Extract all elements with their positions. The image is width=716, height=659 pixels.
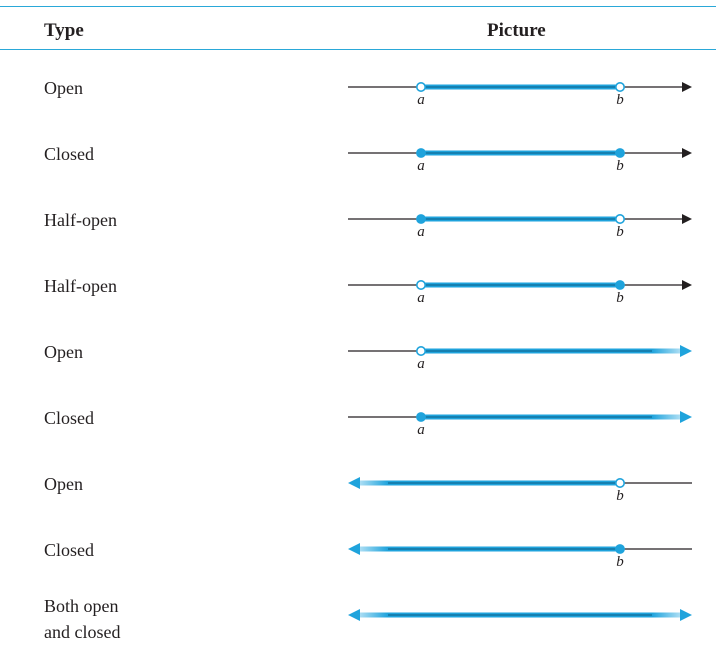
interval-row: Open a b (0, 54, 716, 120)
interval-row: Both open and closed (0, 582, 716, 648)
picture-column-header: Picture (487, 20, 546, 41)
left-open-endpoint (416, 81, 427, 92)
interval-number-line: b (348, 543, 692, 570)
left-endpoint-label: a (417, 422, 425, 438)
interval-type-label: Closed (44, 144, 95, 164)
interval-row: Open b (0, 450, 716, 516)
left-open-endpoint (416, 345, 427, 356)
infinity-arrow-left (348, 609, 360, 621)
right-endpoint-label: b (616, 554, 624, 570)
right-endpoint-label: b (616, 488, 624, 504)
interval-type-label: Open (44, 342, 83, 362)
interval-type-label: Closed (44, 408, 95, 428)
left-endpoint-label: a (417, 92, 425, 108)
fade-left (356, 612, 388, 618)
interval-number-line: a (348, 345, 692, 372)
interval-row: Open a (0, 318, 716, 384)
top-rule (0, 6, 716, 7)
fade-right (652, 414, 684, 420)
infinity-arrow-right (680, 345, 692, 357)
interval-type-label: Open (44, 474, 83, 494)
left-open-endpoint (416, 279, 427, 290)
right-open-endpoint (614, 213, 625, 224)
left-closed-endpoint (416, 412, 426, 422)
fade-left (356, 480, 388, 486)
interval-row: Half-open a b (0, 186, 716, 252)
left-closed-endpoint (416, 214, 426, 224)
infinity-arrow-left (348, 543, 360, 555)
interval-type-label: Open (44, 78, 83, 98)
interval-row: Half-open a b (0, 252, 716, 318)
interval-number-line: b (348, 477, 692, 504)
right-endpoint-label: b (616, 290, 624, 306)
right-endpoint-label: b (616, 92, 624, 108)
interval-row: Closed a (0, 384, 716, 450)
interval-row: Closed b (0, 516, 716, 582)
fade-right (652, 348, 684, 354)
infinity-arrow-right (680, 411, 692, 423)
right-endpoint-label: b (616, 224, 624, 240)
infinity-arrow-right (680, 609, 692, 621)
interval-number-line (348, 609, 692, 621)
right-endpoint-label: b (616, 158, 624, 174)
infinity-arrow-left (348, 477, 360, 489)
axis-arrow-right (682, 214, 692, 224)
header-rule (0, 49, 716, 50)
left-endpoint-label: a (417, 290, 425, 306)
right-closed-endpoint (615, 544, 625, 554)
interval-type-label: Half-open (44, 210, 117, 230)
interval-type-label: Both open and closed (44, 596, 121, 642)
interval-row: Closed a b (0, 120, 716, 186)
axis-arrow-right (682, 82, 692, 92)
right-open-endpoint (614, 81, 625, 92)
fade-left (356, 546, 388, 552)
interval-type-label: Half-open (44, 276, 117, 296)
right-closed-endpoint (615, 148, 625, 158)
right-closed-endpoint (615, 280, 625, 290)
type-column-header: Type (44, 20, 84, 41)
axis-arrow-right (682, 280, 692, 290)
left-endpoint-label: a (417, 158, 425, 174)
left-endpoint-label: a (417, 356, 425, 372)
interval-type-label: Closed (44, 540, 95, 560)
axis-arrow-right (682, 148, 692, 158)
left-closed-endpoint (416, 148, 426, 158)
fade-right (652, 612, 684, 618)
interval-number-line: a (348, 411, 692, 438)
left-endpoint-label: a (417, 224, 425, 240)
right-open-endpoint (614, 477, 625, 488)
